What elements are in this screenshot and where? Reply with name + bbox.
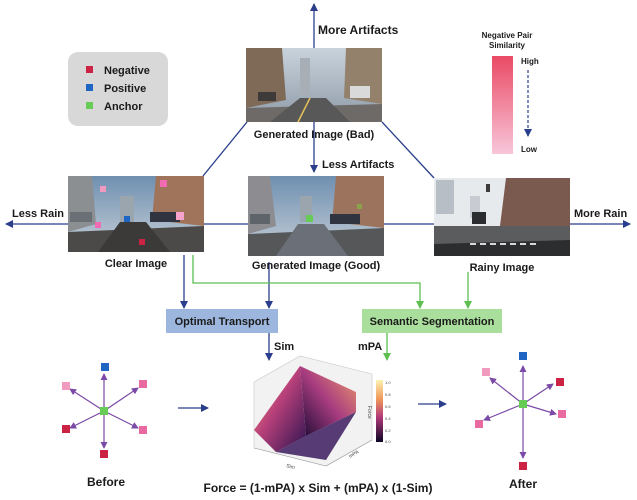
after-negative-node (558, 410, 566, 418)
surface-left-face (254, 366, 306, 452)
plot-y-axis-label: mPA (348, 449, 361, 460)
plot-x-axis-label: Sim (286, 463, 296, 471)
bad-to-clear-line (202, 121, 248, 177)
optimal-transport-box: Optimal Transport (166, 309, 278, 333)
before-anchor-node (100, 407, 108, 415)
plot-z-axis-label: Force (366, 406, 372, 419)
clear-to-seg-line (192, 255, 424, 309)
after-label: After (509, 477, 537, 491)
less-rain-label: Less Rain (12, 208, 64, 220)
after-negative-node (475, 420, 483, 428)
before-negative-node (139, 426, 147, 434)
legend-positive-label: Positive (104, 83, 146, 95)
semantic-segmentation-box: Semantic Segmentation (362, 309, 502, 333)
generated-image-good (248, 176, 384, 256)
legend-positive-swatch (86, 84, 93, 91)
colorbar-tick: 0.4 (385, 416, 391, 421)
less-artifacts-label: Less Artifacts (322, 159, 394, 171)
after-positive-node (519, 352, 527, 360)
force-formula: Force = (1-mPA) x Sim + (mPA) x (1-Sim) (204, 481, 433, 495)
similarity-high-label: High (521, 57, 539, 66)
clear-negative-marker (100, 186, 106, 192)
legend-negative-swatch (86, 66, 93, 73)
legend-negative-label: Negative (104, 65, 150, 77)
clear-image-label: Clear Image (105, 258, 167, 270)
segmentation-lines (192, 255, 472, 361)
similarity-gradient-bar (492, 56, 513, 154)
colorbar-tick: 0.8 (385, 392, 391, 397)
similarity-scale: Negative Pair Similarity High Low (482, 31, 539, 154)
sim-label: Sim (274, 341, 294, 353)
surface-right-face (300, 366, 356, 436)
clear-negative-marker (160, 180, 167, 187)
generated-bad-label: Generated Image (Bad) (254, 129, 375, 141)
clear-image (68, 176, 204, 252)
clear-positive-marker (124, 216, 130, 222)
before-positive-node (101, 363, 109, 371)
before-label: Before (87, 475, 125, 489)
after-star: After (475, 352, 566, 491)
colorbar-tick: 0.6 (385, 404, 391, 409)
generated-good-label: Generated Image (Good) (252, 260, 381, 272)
after-negative-node (482, 368, 490, 376)
surface-front-face (276, 412, 356, 460)
good-anchor-marker (306, 215, 313, 222)
bad-to-rainy-line (381, 121, 435, 179)
similarity-title-line1: Negative Pair (482, 31, 533, 40)
clear-negative-marker (95, 222, 101, 228)
generated-image-bad (246, 48, 382, 123)
plot-colorbar (376, 380, 383, 442)
clear-negative-marker (176, 212, 184, 220)
optimal-transport-label: Optimal Transport (175, 316, 270, 328)
after-negative-node (556, 378, 564, 386)
similarity-low-label: Low (521, 145, 538, 154)
clear-negative-marker (139, 239, 145, 245)
colorbar-tick: 0.2 (385, 428, 391, 433)
rainy-image-label: Rainy Image (470, 262, 535, 274)
legend-anchor-label: Anchor (104, 101, 143, 113)
connection-arrows (5, 3, 631, 412)
more-rain-label: More Rain (574, 208, 627, 220)
force-surface-plot: Sim mPA Force 1.0 0.8 0.6 0.4 0.2 0.0 (253, 355, 391, 471)
after-negative-node (519, 462, 527, 470)
colorbar-tick: 1.0 (385, 380, 391, 385)
rainy-image (434, 178, 570, 256)
mpa-label: mPA (358, 341, 382, 353)
similarity-title-line2: Similarity (489, 41, 526, 50)
after-anchor-node (519, 400, 527, 408)
legend-anchor-swatch (86, 102, 93, 109)
legend: Negative Positive Anchor (68, 52, 168, 126)
more-artifacts-label: More Artifacts (318, 23, 399, 37)
before-negative-node (62, 382, 70, 390)
before-negative-node (139, 380, 147, 388)
before-star: Before (62, 363, 147, 489)
before-negative-node (100, 450, 108, 458)
colorbar-tick: 0.0 (385, 439, 391, 444)
before-negative-node (62, 425, 70, 433)
semantic-segmentation-label: Semantic Segmentation (370, 316, 495, 328)
